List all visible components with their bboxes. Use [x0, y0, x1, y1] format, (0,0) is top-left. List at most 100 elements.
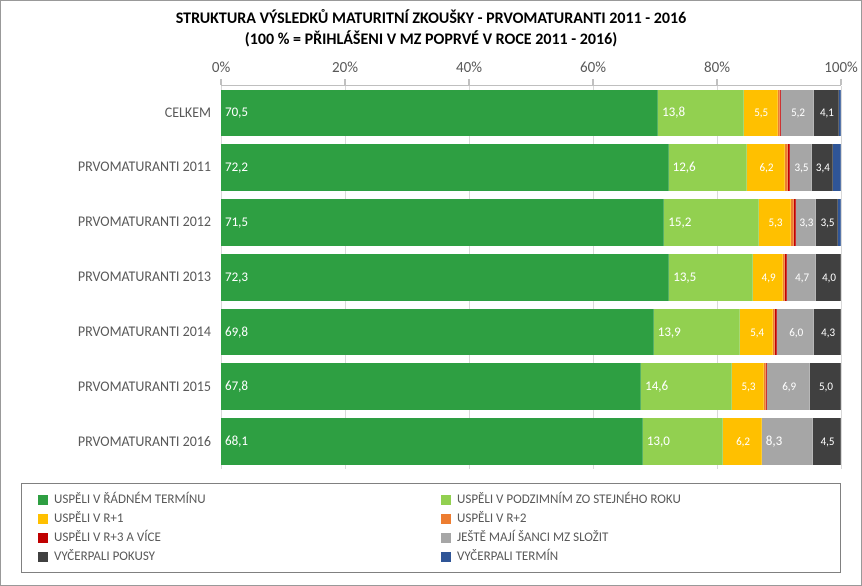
bar-segment: 4,5 — [813, 418, 841, 465]
legend-item: USPĚLI V R+2 — [441, 511, 824, 526]
bar-segment: 6,2 — [723, 418, 761, 465]
stacked-bar: 68,113,06,28,34,5 — [221, 418, 841, 465]
chart-container: STRUKTURA VÝSLEDKŮ MATURITNÍ ZKOUŠKY - P… — [1, 1, 861, 585]
bar-segment: 13,9 — [654, 309, 740, 356]
bar-segment: 12,6 — [669, 144, 747, 191]
legend-swatch — [38, 552, 48, 562]
stacked-bar: 72,313,54,94,74,0 — [221, 254, 841, 301]
bar-segment: 72,2 — [221, 144, 669, 191]
plot-area: 0%20%40%60%80%100% CELKEMPRVOMATURANTI 2… — [21, 59, 841, 469]
stacked-bar: 67,814,65,36,95,0 — [221, 363, 841, 410]
bar-segment: 69,8 — [221, 309, 654, 356]
legend-swatch — [441, 552, 451, 562]
category-labels: CELKEMPRVOMATURANTI 2011PRVOMATURANTI 20… — [21, 85, 221, 469]
bar-row: 67,814,65,36,95,0 — [221, 359, 841, 414]
bar-segment: 67,8 — [221, 363, 641, 410]
x-axis-tick: 40% — [456, 59, 482, 77]
legend-item: VYČERPALI TERMÍN — [441, 549, 824, 564]
legend-label: USPĚLI V R+2 — [457, 511, 527, 526]
legend-swatch — [441, 533, 451, 543]
bar-row: 70,513,85,55,24,1 — [221, 86, 841, 141]
category-label: CELKEM — [21, 85, 221, 140]
x-axis-ticks: 0%20%40%60%80%100% — [221, 59, 841, 85]
bar-segment: 5,2 — [781, 90, 813, 137]
legend-label: USPĚLI V ŘÁDNÉM TERMÍNU — [54, 492, 206, 507]
bar-segment: 68,1 — [221, 418, 643, 465]
legend-label: VYČERPALI POKUSY — [54, 549, 155, 564]
stacked-bar: 70,513,85,55,24,1 — [221, 90, 841, 137]
legend-swatch — [441, 495, 451, 505]
bar-segment: 4,3 — [814, 309, 841, 356]
x-axis-tick: 60% — [580, 59, 606, 77]
bar-segment: 6,2 — [747, 144, 785, 191]
chart-title-line2: (100 % = PŘIHLÁŠENI V MZ POPRVÉ V ROCE 2… — [21, 30, 841, 51]
legend-swatch — [38, 514, 48, 524]
chart-title: STRUKTURA VÝSLEDKŮ MATURITNÍ ZKOUŠKY - P… — [21, 9, 841, 51]
category-label: PRVOMATURANTI 2012 — [21, 194, 221, 249]
category-label: PRVOMATURANTI 2014 — [21, 304, 221, 359]
legend-item: USPĚLI V ŘÁDNÉM TERMÍNU — [38, 492, 421, 507]
bar-segment: 13,0 — [643, 418, 724, 465]
bar-segment: 14,6 — [641, 363, 731, 410]
bar-segment: 4,1 — [814, 90, 839, 137]
x-axis-tick: 100% — [824, 59, 858, 77]
legend-item: VYČERPALI POKUSY — [38, 549, 421, 564]
legend: USPĚLI V ŘÁDNÉM TERMÍNU USPĚLI V PODZIMNÍ… — [21, 483, 841, 573]
bar-segment — [838, 199, 841, 246]
bar-segment: 5,3 — [732, 363, 765, 410]
bar-segment: 13,8 — [658, 90, 744, 137]
stacked-bar: 71,515,25,33,33,5 — [221, 199, 841, 246]
bar-segment: 5,3 — [759, 199, 792, 246]
legend-swatch — [441, 514, 451, 524]
bar-segment: 70,5 — [221, 90, 658, 137]
legend-swatch — [38, 495, 48, 505]
x-axis-tick: 20% — [332, 59, 358, 77]
x-axis-tick: 80% — [704, 59, 730, 77]
legend-label: VYČERPALI TERMÍN — [457, 549, 558, 564]
bar-segment: 4,7 — [787, 254, 816, 301]
bar-segment — [839, 90, 841, 137]
x-axis-tick: 0% — [212, 59, 230, 77]
legend-label: USPĚLI V PODZIMNÍM ZO STEJNÉHO ROKU — [457, 492, 681, 507]
legend-label: JEŠTĚ MAJÍ ŠANCI MZ SLOŽIT — [457, 530, 608, 545]
stacked-bar: 69,813,95,46,04,3 — [221, 309, 841, 356]
bar-row: 72,212,66,23,53,4 — [221, 140, 841, 195]
legend-swatch — [38, 533, 48, 543]
bar-row: 72,313,54,94,74,0 — [221, 250, 841, 305]
x-axis: 0%20%40%60%80%100% — [21, 59, 841, 85]
bar-segment: 3,3 — [796, 199, 816, 246]
bar-segment: 6,0 — [777, 309, 814, 356]
bar-segment: 3,4 — [812, 144, 833, 191]
bars-area: CELKEMPRVOMATURANTI 2011PRVOMATURANTI 20… — [21, 85, 841, 469]
bar-segment: 3,5 — [790, 144, 812, 191]
bar-row: 69,813,95,46,04,3 — [221, 305, 841, 360]
bar-segment — [833, 144, 841, 191]
bar-segment: 15,2 — [664, 199, 758, 246]
bar-row: 71,515,25,33,33,5 — [221, 195, 841, 250]
bar-segment: 6,9 — [767, 363, 810, 410]
bar-segment: 13,5 — [669, 254, 753, 301]
bars-column: 70,513,85,55,24,172,212,66,23,53,471,515… — [221, 85, 841, 469]
stacked-bar: 72,212,66,23,53,4 — [221, 144, 841, 191]
legend-label: USPĚLI V R+3 A VÍCE — [54, 530, 161, 545]
bar-segment: 4,9 — [753, 254, 783, 301]
legend-item: USPĚLI V R+3 A VÍCE — [38, 530, 421, 545]
bar-segment: 3,5 — [816, 199, 838, 246]
legend-item: JEŠTĚ MAJÍ ŠANCI MZ SLOŽIT — [441, 530, 824, 545]
legend-item: USPĚLI V PODZIMNÍM ZO STEJNÉHO ROKU — [441, 492, 824, 507]
category-label: PRVOMATURANTI 2015 — [21, 359, 221, 414]
legend-item: USPĚLI V R+1 — [38, 511, 421, 526]
bar-segment: 4,0 — [816, 254, 841, 301]
bar-segment: 8,3 — [762, 418, 813, 465]
bar-segment: 5,0 — [810, 363, 841, 410]
legend-label: USPĚLI V R+1 — [54, 511, 124, 526]
bar-segment: 72,3 — [221, 254, 669, 301]
bar-segment: 5,5 — [744, 90, 778, 137]
bar-segment: 71,5 — [221, 199, 664, 246]
chart-title-line1: STRUKTURA VÝSLEDKŮ MATURITNÍ ZKOUŠKY - P… — [21, 9, 841, 30]
category-label: PRVOMATURANTI 2016 — [21, 414, 221, 469]
bar-row: 68,113,06,28,34,5 — [221, 414, 841, 469]
bar-segment: 5,4 — [740, 309, 773, 356]
category-label: PRVOMATURANTI 2013 — [21, 249, 221, 304]
category-label: PRVOMATURANTI 2011 — [21, 140, 221, 195]
